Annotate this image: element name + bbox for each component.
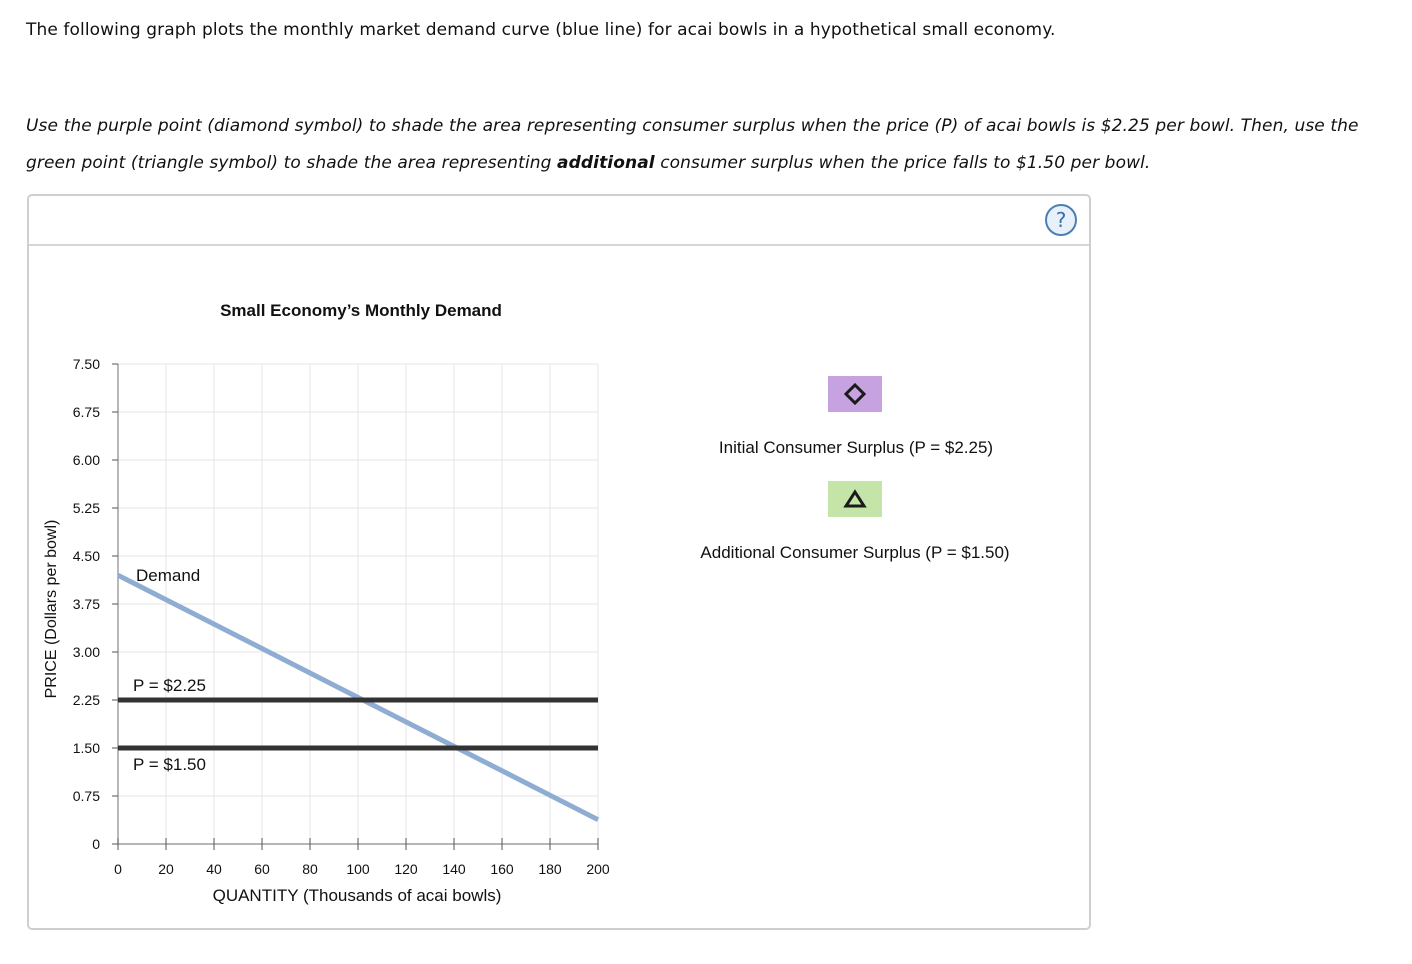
y-tick-label: 5.25 <box>73 500 100 516</box>
x-tick-label: 40 <box>206 861 222 877</box>
x-tick-label: 20 <box>158 861 174 877</box>
y-tick-label: 6.75 <box>73 404 100 420</box>
price-line-label: P = $2.25 <box>133 676 206 695</box>
diamond-icon <box>844 383 866 405</box>
y-tick-label: 4.50 <box>73 548 100 564</box>
y-tick-label: 2.25 <box>73 692 100 708</box>
price-lines: P = $2.25 P = $1.50 <box>118 676 598 774</box>
x-tick-label: 180 <box>538 861 562 877</box>
instruction-part2: consumer surplus when the price falls to… <box>654 153 1151 173</box>
question-instruction: Use the purple point (diamond symbol) to… <box>26 108 1406 182</box>
instruction-bold: additional <box>557 153 655 173</box>
y-tick-label: 0 <box>92 836 100 852</box>
x-tick-label: 160 <box>490 861 514 877</box>
y-tick-label: 3.75 <box>73 596 100 612</box>
instruction-part1: Use the purple point (diamond symbol) to… <box>26 116 1359 173</box>
question-mark-icon[interactable]: ? <box>1045 204 1077 236</box>
chart-title: Small Economy’s Monthly Demand <box>220 301 502 320</box>
y-tick-label: 6.00 <box>73 452 100 468</box>
x-tick-label: 120 <box>394 861 418 877</box>
y-tick-label: 0.75 <box>73 788 100 804</box>
x-tick-label: 200 <box>586 861 610 877</box>
x-tick-label: 140 <box>442 861 466 877</box>
y-axis-label: PRICE (Dollars per bowl) <box>43 520 60 699</box>
x-tick-label: 100 <box>346 861 370 877</box>
triangle-tool[interactable] <box>828 481 882 517</box>
graph-panel: ? <box>27 194 1091 930</box>
help-label: ? <box>1055 208 1067 232</box>
x-tick-label: 80 <box>302 861 318 877</box>
panel-header: ? <box>29 196 1089 246</box>
price-line-label: P = $1.50 <box>133 755 206 774</box>
demand-curve <box>116 572 600 822</box>
x-axis-label: QUANTITY (Thousands of acai bowls) <box>213 886 502 905</box>
y-tick-label: 7.50 <box>73 356 100 372</box>
initial-surplus-label: Initial Consumer Surplus (P = $2.25) <box>718 438 994 457</box>
y-tick-label: 1.50 <box>73 740 100 756</box>
chart-series: Demand <box>116 566 600 822</box>
chart-ticks: 0 0.75 1.50 2.25 3.00 3.75 4.50 5.25 6.00 6.75 7.5… <box>73 356 610 877</box>
demand-label: Demand <box>136 566 200 585</box>
x-tick-label: 0 <box>114 861 122 877</box>
diamond-tool[interactable] <box>828 376 882 412</box>
additional-surplus-label: Additional Consumer Surplus (P = $1.50) <box>700 543 1010 562</box>
triangle-icon <box>843 489 867 508</box>
x-tick-label: 60 <box>254 861 270 877</box>
question-intro: The following graph plots the monthly ma… <box>26 20 1056 40</box>
y-tick-label: 3.00 <box>73 644 100 660</box>
